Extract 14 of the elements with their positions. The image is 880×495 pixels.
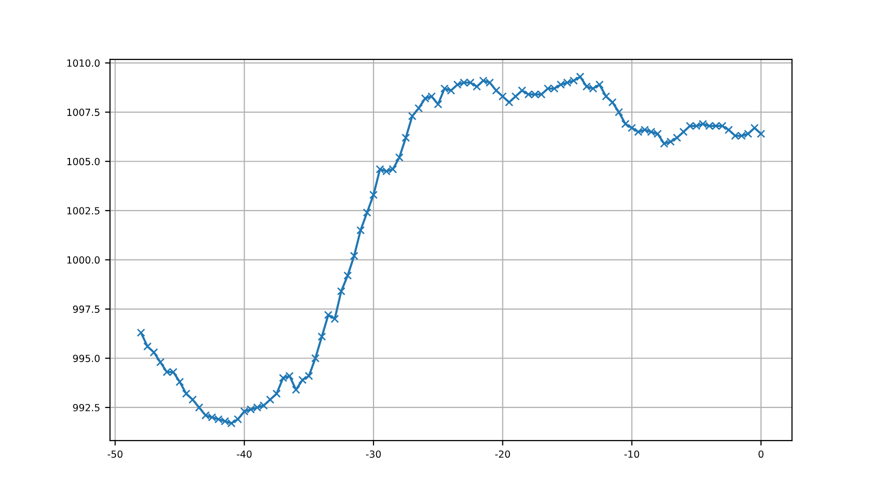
y-tick-label: 992.5 [73, 404, 100, 412]
y-tick-label: 1002.5 [67, 207, 100, 214]
y-tick-label: 1000.0 [67, 256, 100, 264]
x-tick-label: -20 [495, 450, 510, 458]
x-tick-label: -10 [624, 450, 640, 458]
x-tick-label: -50 [108, 450, 122, 458]
y-tick-label: 1007.5 [67, 108, 100, 116]
x-tick-label: -30 [366, 450, 381, 458]
x-tick-label: 0 [758, 450, 764, 458]
y-tick-label: 1005.0 [67, 158, 100, 166]
x-tick-label: -40 [236, 450, 252, 458]
y-tick-label: 1010.0 [67, 59, 100, 67]
y-tick-label: 997.5 [73, 306, 100, 313]
y-tick-label: 995.0 [73, 354, 100, 362]
